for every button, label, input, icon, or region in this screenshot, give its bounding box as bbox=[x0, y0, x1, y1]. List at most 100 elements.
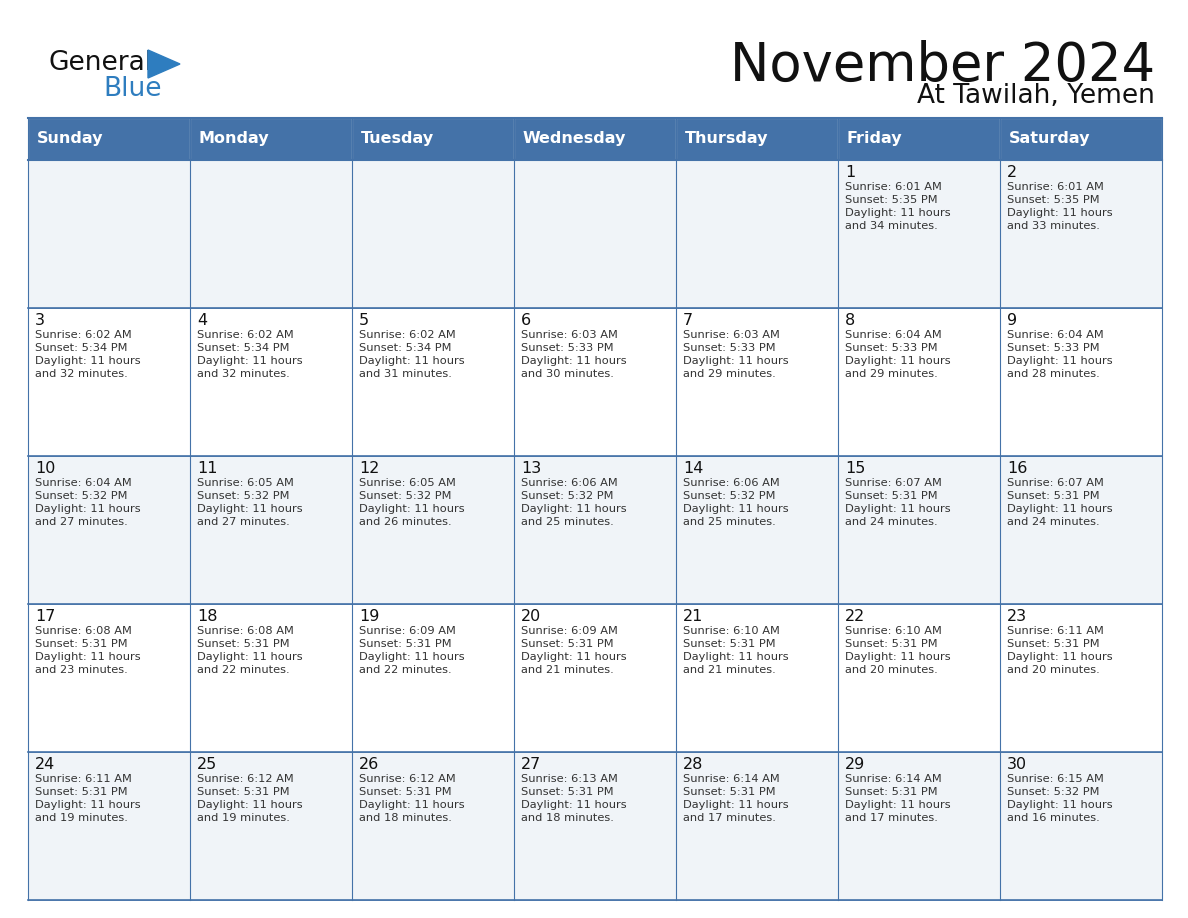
Text: and 32 minutes.: and 32 minutes. bbox=[197, 369, 290, 379]
Text: 25: 25 bbox=[197, 757, 217, 772]
Text: 21: 21 bbox=[683, 609, 703, 624]
Text: and 22 minutes.: and 22 minutes. bbox=[197, 665, 290, 675]
Text: Sunrise: 6:14 AM: Sunrise: 6:14 AM bbox=[845, 774, 942, 784]
Text: 24: 24 bbox=[34, 757, 56, 772]
Text: Sunrise: 6:11 AM: Sunrise: 6:11 AM bbox=[34, 774, 132, 784]
Text: 10: 10 bbox=[34, 461, 56, 476]
Text: 6: 6 bbox=[522, 313, 531, 328]
Text: and 20 minutes.: and 20 minutes. bbox=[845, 665, 937, 675]
Bar bbox=[838, 604, 1000, 752]
Text: Sunrise: 6:07 AM: Sunrise: 6:07 AM bbox=[1007, 478, 1104, 488]
Bar bbox=[676, 604, 838, 752]
Text: and 32 minutes.: and 32 minutes. bbox=[34, 369, 128, 379]
Text: 14: 14 bbox=[683, 461, 703, 476]
Text: Daylight: 11 hours: Daylight: 11 hours bbox=[522, 356, 626, 366]
Bar bbox=[352, 604, 514, 752]
Text: Sunday: Sunday bbox=[37, 131, 103, 147]
Text: and 31 minutes.: and 31 minutes. bbox=[359, 369, 451, 379]
Text: Sunset: 5:33 PM: Sunset: 5:33 PM bbox=[683, 343, 776, 353]
Text: 23: 23 bbox=[1007, 609, 1028, 624]
Text: and 20 minutes.: and 20 minutes. bbox=[1007, 665, 1100, 675]
Text: Daylight: 11 hours: Daylight: 11 hours bbox=[34, 652, 140, 662]
Text: 8: 8 bbox=[845, 313, 855, 328]
Text: 16: 16 bbox=[1007, 461, 1028, 476]
Text: Sunset: 5:32 PM: Sunset: 5:32 PM bbox=[522, 491, 613, 501]
Text: Sunrise: 6:02 AM: Sunrise: 6:02 AM bbox=[197, 330, 293, 340]
Bar bbox=[676, 118, 838, 160]
Text: 26: 26 bbox=[359, 757, 379, 772]
Text: 1: 1 bbox=[845, 165, 855, 180]
Text: Sunrise: 6:12 AM: Sunrise: 6:12 AM bbox=[359, 774, 456, 784]
Text: and 18 minutes.: and 18 minutes. bbox=[522, 813, 614, 823]
Text: Daylight: 11 hours: Daylight: 11 hours bbox=[197, 800, 303, 810]
Text: Daylight: 11 hours: Daylight: 11 hours bbox=[34, 800, 140, 810]
Text: and 21 minutes.: and 21 minutes. bbox=[522, 665, 614, 675]
Text: General: General bbox=[48, 50, 152, 76]
Text: 28: 28 bbox=[683, 757, 703, 772]
Text: Sunset: 5:31 PM: Sunset: 5:31 PM bbox=[34, 639, 127, 649]
Text: Sunset: 5:31 PM: Sunset: 5:31 PM bbox=[1007, 491, 1100, 501]
Text: Sunrise: 6:01 AM: Sunrise: 6:01 AM bbox=[1007, 182, 1104, 192]
Bar bbox=[838, 752, 1000, 900]
Text: Sunset: 5:31 PM: Sunset: 5:31 PM bbox=[845, 491, 937, 501]
Text: Monday: Monday bbox=[200, 131, 270, 147]
Text: Sunrise: 6:07 AM: Sunrise: 6:07 AM bbox=[845, 478, 942, 488]
Text: Sunrise: 6:09 AM: Sunrise: 6:09 AM bbox=[522, 626, 618, 636]
Text: 27: 27 bbox=[522, 757, 542, 772]
Text: Sunrise: 6:12 AM: Sunrise: 6:12 AM bbox=[197, 774, 293, 784]
Bar bbox=[1000, 752, 1162, 900]
Bar bbox=[352, 160, 514, 308]
Text: Sunrise: 6:09 AM: Sunrise: 6:09 AM bbox=[359, 626, 456, 636]
Text: 20: 20 bbox=[522, 609, 542, 624]
Text: Sunset: 5:31 PM: Sunset: 5:31 PM bbox=[1007, 639, 1100, 649]
Text: Daylight: 11 hours: Daylight: 11 hours bbox=[34, 504, 140, 514]
Text: Sunset: 5:32 PM: Sunset: 5:32 PM bbox=[1007, 787, 1100, 797]
Text: Daylight: 11 hours: Daylight: 11 hours bbox=[683, 504, 789, 514]
Text: 5: 5 bbox=[359, 313, 369, 328]
Text: 11: 11 bbox=[197, 461, 217, 476]
Text: Daylight: 11 hours: Daylight: 11 hours bbox=[683, 652, 789, 662]
Text: Daylight: 11 hours: Daylight: 11 hours bbox=[683, 800, 789, 810]
Text: Daylight: 11 hours: Daylight: 11 hours bbox=[359, 800, 465, 810]
Text: Daylight: 11 hours: Daylight: 11 hours bbox=[1007, 356, 1113, 366]
Text: Sunset: 5:31 PM: Sunset: 5:31 PM bbox=[34, 787, 127, 797]
Text: 2: 2 bbox=[1007, 165, 1017, 180]
Bar bbox=[676, 308, 838, 456]
Text: Sunset: 5:34 PM: Sunset: 5:34 PM bbox=[197, 343, 290, 353]
Bar bbox=[514, 308, 676, 456]
Text: Sunrise: 6:05 AM: Sunrise: 6:05 AM bbox=[197, 478, 293, 488]
Text: Daylight: 11 hours: Daylight: 11 hours bbox=[197, 652, 303, 662]
Text: Daylight: 11 hours: Daylight: 11 hours bbox=[683, 356, 789, 366]
Text: Sunrise: 6:10 AM: Sunrise: 6:10 AM bbox=[683, 626, 779, 636]
Text: 29: 29 bbox=[845, 757, 865, 772]
Text: Sunrise: 6:04 AM: Sunrise: 6:04 AM bbox=[1007, 330, 1104, 340]
Text: and 24 minutes.: and 24 minutes. bbox=[845, 517, 937, 527]
Text: 3: 3 bbox=[34, 313, 45, 328]
Text: 9: 9 bbox=[1007, 313, 1017, 328]
Bar bbox=[190, 308, 352, 456]
Bar bbox=[676, 456, 838, 604]
Text: 17: 17 bbox=[34, 609, 56, 624]
Text: Sunset: 5:32 PM: Sunset: 5:32 PM bbox=[197, 491, 290, 501]
Text: Sunrise: 6:06 AM: Sunrise: 6:06 AM bbox=[683, 478, 779, 488]
Text: Sunset: 5:31 PM: Sunset: 5:31 PM bbox=[522, 787, 614, 797]
Text: Sunset: 5:31 PM: Sunset: 5:31 PM bbox=[197, 787, 290, 797]
Bar bbox=[1000, 118, 1162, 160]
Bar bbox=[838, 160, 1000, 308]
Bar bbox=[838, 118, 1000, 160]
Bar bbox=[29, 308, 190, 456]
Text: Daylight: 11 hours: Daylight: 11 hours bbox=[359, 356, 465, 366]
Bar bbox=[676, 160, 838, 308]
Text: Sunrise: 6:13 AM: Sunrise: 6:13 AM bbox=[522, 774, 618, 784]
Bar bbox=[1000, 308, 1162, 456]
Text: Sunset: 5:31 PM: Sunset: 5:31 PM bbox=[359, 639, 451, 649]
Text: Daylight: 11 hours: Daylight: 11 hours bbox=[522, 800, 626, 810]
Bar bbox=[190, 456, 352, 604]
Text: Sunset: 5:34 PM: Sunset: 5:34 PM bbox=[34, 343, 127, 353]
Text: and 22 minutes.: and 22 minutes. bbox=[359, 665, 451, 675]
Text: Sunset: 5:31 PM: Sunset: 5:31 PM bbox=[683, 787, 776, 797]
Text: 22: 22 bbox=[845, 609, 865, 624]
Text: Saturday: Saturday bbox=[1009, 131, 1091, 147]
Bar bbox=[1000, 456, 1162, 604]
Text: Daylight: 11 hours: Daylight: 11 hours bbox=[522, 652, 626, 662]
